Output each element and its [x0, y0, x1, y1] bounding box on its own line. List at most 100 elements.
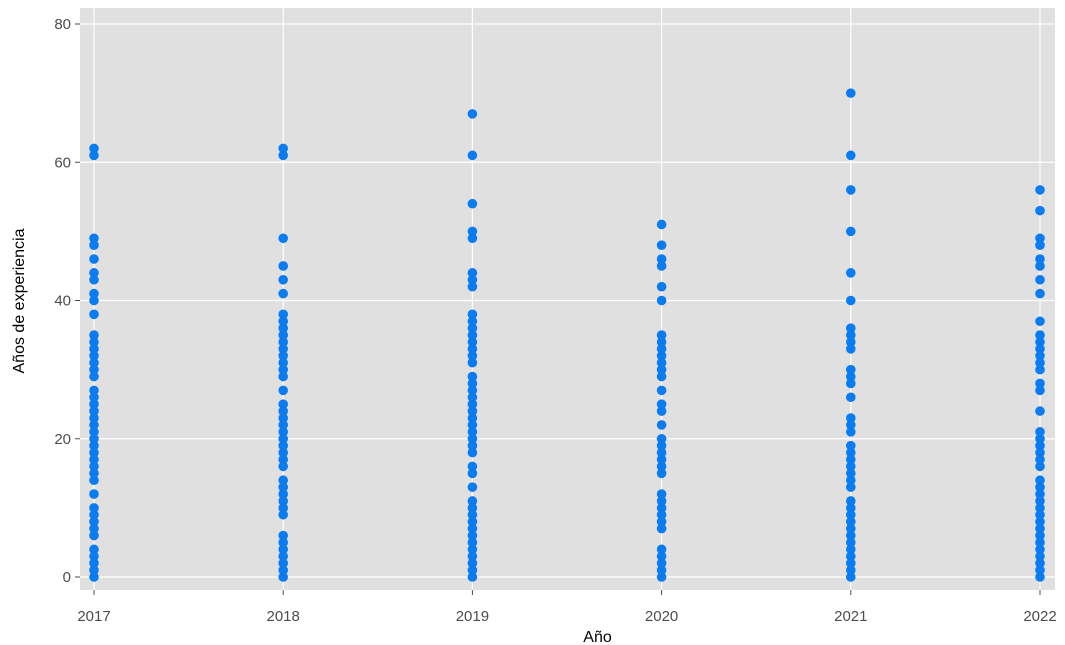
data-point: [278, 496, 289, 506]
data-point: [846, 509, 856, 520]
data-point: [278, 309, 289, 320]
data-point: [656, 385, 667, 396]
data-point: [656, 357, 667, 368]
data-point: [89, 544, 99, 555]
data-point: [846, 337, 856, 347]
data-point: [89, 357, 99, 368]
data-point: [278, 344, 289, 354]
data-point: [467, 385, 478, 396]
data-point: [846, 371, 856, 382]
data-point: [467, 427, 478, 437]
data-point: [89, 558, 99, 568]
data-point: [89, 468, 99, 479]
x-axis: 2017 2018 2019 2020 2021 2022: [77, 590, 1057, 625]
data-point: [1035, 233, 1045, 244]
data-point: [846, 572, 856, 582]
data-point: [278, 503, 289, 513]
y-gridlines: [80, 23, 1055, 578]
data-point: [656, 219, 667, 230]
data-point: [1035, 344, 1045, 354]
data-point: [846, 565, 856, 575]
data-point: [278, 427, 289, 437]
data-point: [467, 233, 478, 244]
data-point: [278, 330, 289, 340]
data-point: [1035, 572, 1045, 582]
data-point: [846, 530, 856, 541]
y-tick-label: 80: [54, 16, 71, 33]
data-point: [467, 572, 478, 582]
data-point: [89, 516, 99, 527]
data-point: [656, 489, 667, 499]
data-point: [89, 344, 99, 354]
data-point: [656, 468, 667, 479]
data-point: [846, 468, 856, 479]
data-point: [656, 503, 667, 513]
data-point: [1035, 240, 1045, 250]
data-point: [1035, 551, 1045, 562]
data-point: [89, 523, 99, 534]
data-point: [467, 447, 478, 458]
data-point: [1035, 364, 1045, 375]
data-point: [1035, 254, 1045, 264]
x-tick-label: 2020: [645, 608, 678, 625]
data-point: [89, 503, 99, 513]
data-point: [656, 523, 667, 534]
data-point: [846, 344, 856, 354]
x-tick-label: 2019: [456, 608, 489, 625]
x-tick-label: 2021: [834, 608, 867, 625]
data-point: [467, 351, 478, 361]
data-point: [89, 385, 99, 396]
data-point: [467, 281, 478, 292]
data-point: [846, 516, 856, 527]
data-point: [846, 226, 856, 237]
data-point: [467, 496, 478, 506]
data-point: [89, 330, 99, 340]
data-point: [846, 378, 856, 389]
data-point: [467, 392, 478, 403]
data-point: [846, 330, 856, 340]
data-point: [278, 572, 289, 582]
data-point: [656, 447, 667, 458]
data-point: [278, 316, 289, 327]
data-point: [89, 461, 99, 472]
data-point: [846, 185, 856, 195]
data-point: [89, 399, 99, 409]
data-point: [278, 530, 289, 541]
data-point: [278, 544, 289, 555]
data-point: [278, 337, 289, 347]
data-point: [467, 268, 478, 278]
data-point: [656, 551, 667, 562]
data-point: [656, 351, 667, 361]
data-point: [656, 420, 667, 430]
data-point: [1035, 427, 1045, 437]
data-point: [1035, 537, 1045, 548]
data-point: [278, 433, 289, 444]
data-point: [1035, 475, 1045, 486]
data-point: [656, 240, 667, 250]
data-point: [467, 323, 478, 333]
data-point: [89, 427, 99, 437]
data-point: [89, 433, 99, 444]
data-point: [1035, 530, 1045, 541]
data-point: [846, 461, 856, 472]
y-axis: 0 20 40 60 80: [54, 16, 80, 586]
data-point: [89, 572, 99, 582]
data-point: [846, 427, 856, 437]
data-point: [89, 475, 99, 486]
data-point: [1035, 316, 1045, 327]
data-point: [846, 482, 856, 492]
data-point: [467, 482, 478, 492]
data-point: [467, 468, 478, 479]
data-point: [1035, 565, 1045, 575]
data-point: [467, 503, 478, 513]
data-point: [278, 413, 289, 423]
data-point: [1035, 406, 1045, 416]
data-point: [656, 295, 667, 306]
data-point: [467, 523, 478, 534]
data-point: [656, 261, 667, 271]
data-point: [89, 150, 99, 161]
data-point: [89, 295, 99, 306]
data-point: [1035, 378, 1045, 389]
data-point: [846, 88, 856, 98]
data-point: [1035, 274, 1045, 285]
